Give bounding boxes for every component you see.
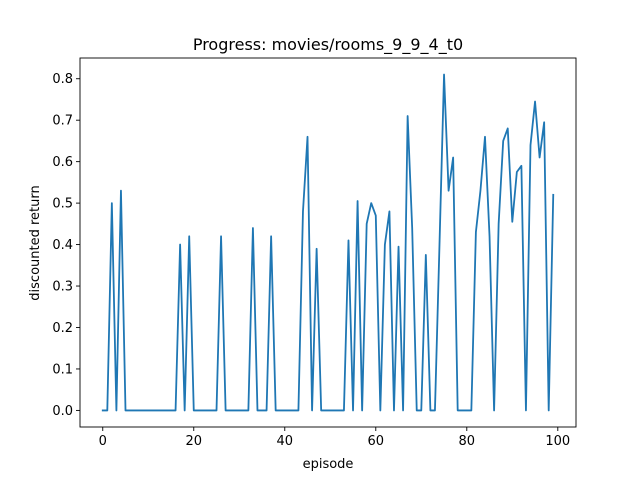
y-tick-label: 0.7	[52, 114, 73, 129]
plot-area: 0 20 40 60 80 100 0.0 0.1 0.2 0.3 0.4 0.5 0.6 0.7 0.8	[52, 57, 577, 449]
x-tick-label: 40	[276, 434, 293, 449]
x-axis-title: episode	[303, 457, 354, 472]
x-tick-label: 80	[459, 434, 476, 449]
y-axis-title: discounted return	[28, 185, 43, 300]
plot-frame	[79, 57, 577, 428]
y-tick-label: 0.6	[52, 155, 73, 170]
y-tick-label: 0.8	[52, 72, 73, 87]
y-tick-label: 0.2	[52, 321, 73, 336]
x-tick-label: 20	[185, 434, 202, 449]
y-tick-label: 0.0	[52, 404, 73, 419]
series-line-0	[101, 73, 555, 412]
x-tick-label: 0	[99, 434, 107, 449]
y-tick-label: 0.3	[52, 280, 73, 295]
y-tick-label: 0.4	[52, 238, 73, 253]
y-tick-label: 0.5	[52, 197, 73, 212]
chart-title: Progress: movies/rooms_9_9_4_t0	[193, 35, 463, 55]
x-tick-label: 60	[368, 434, 385, 449]
x-tick-label: 100	[545, 434, 570, 449]
y-tick-label: 0.1	[52, 362, 73, 377]
